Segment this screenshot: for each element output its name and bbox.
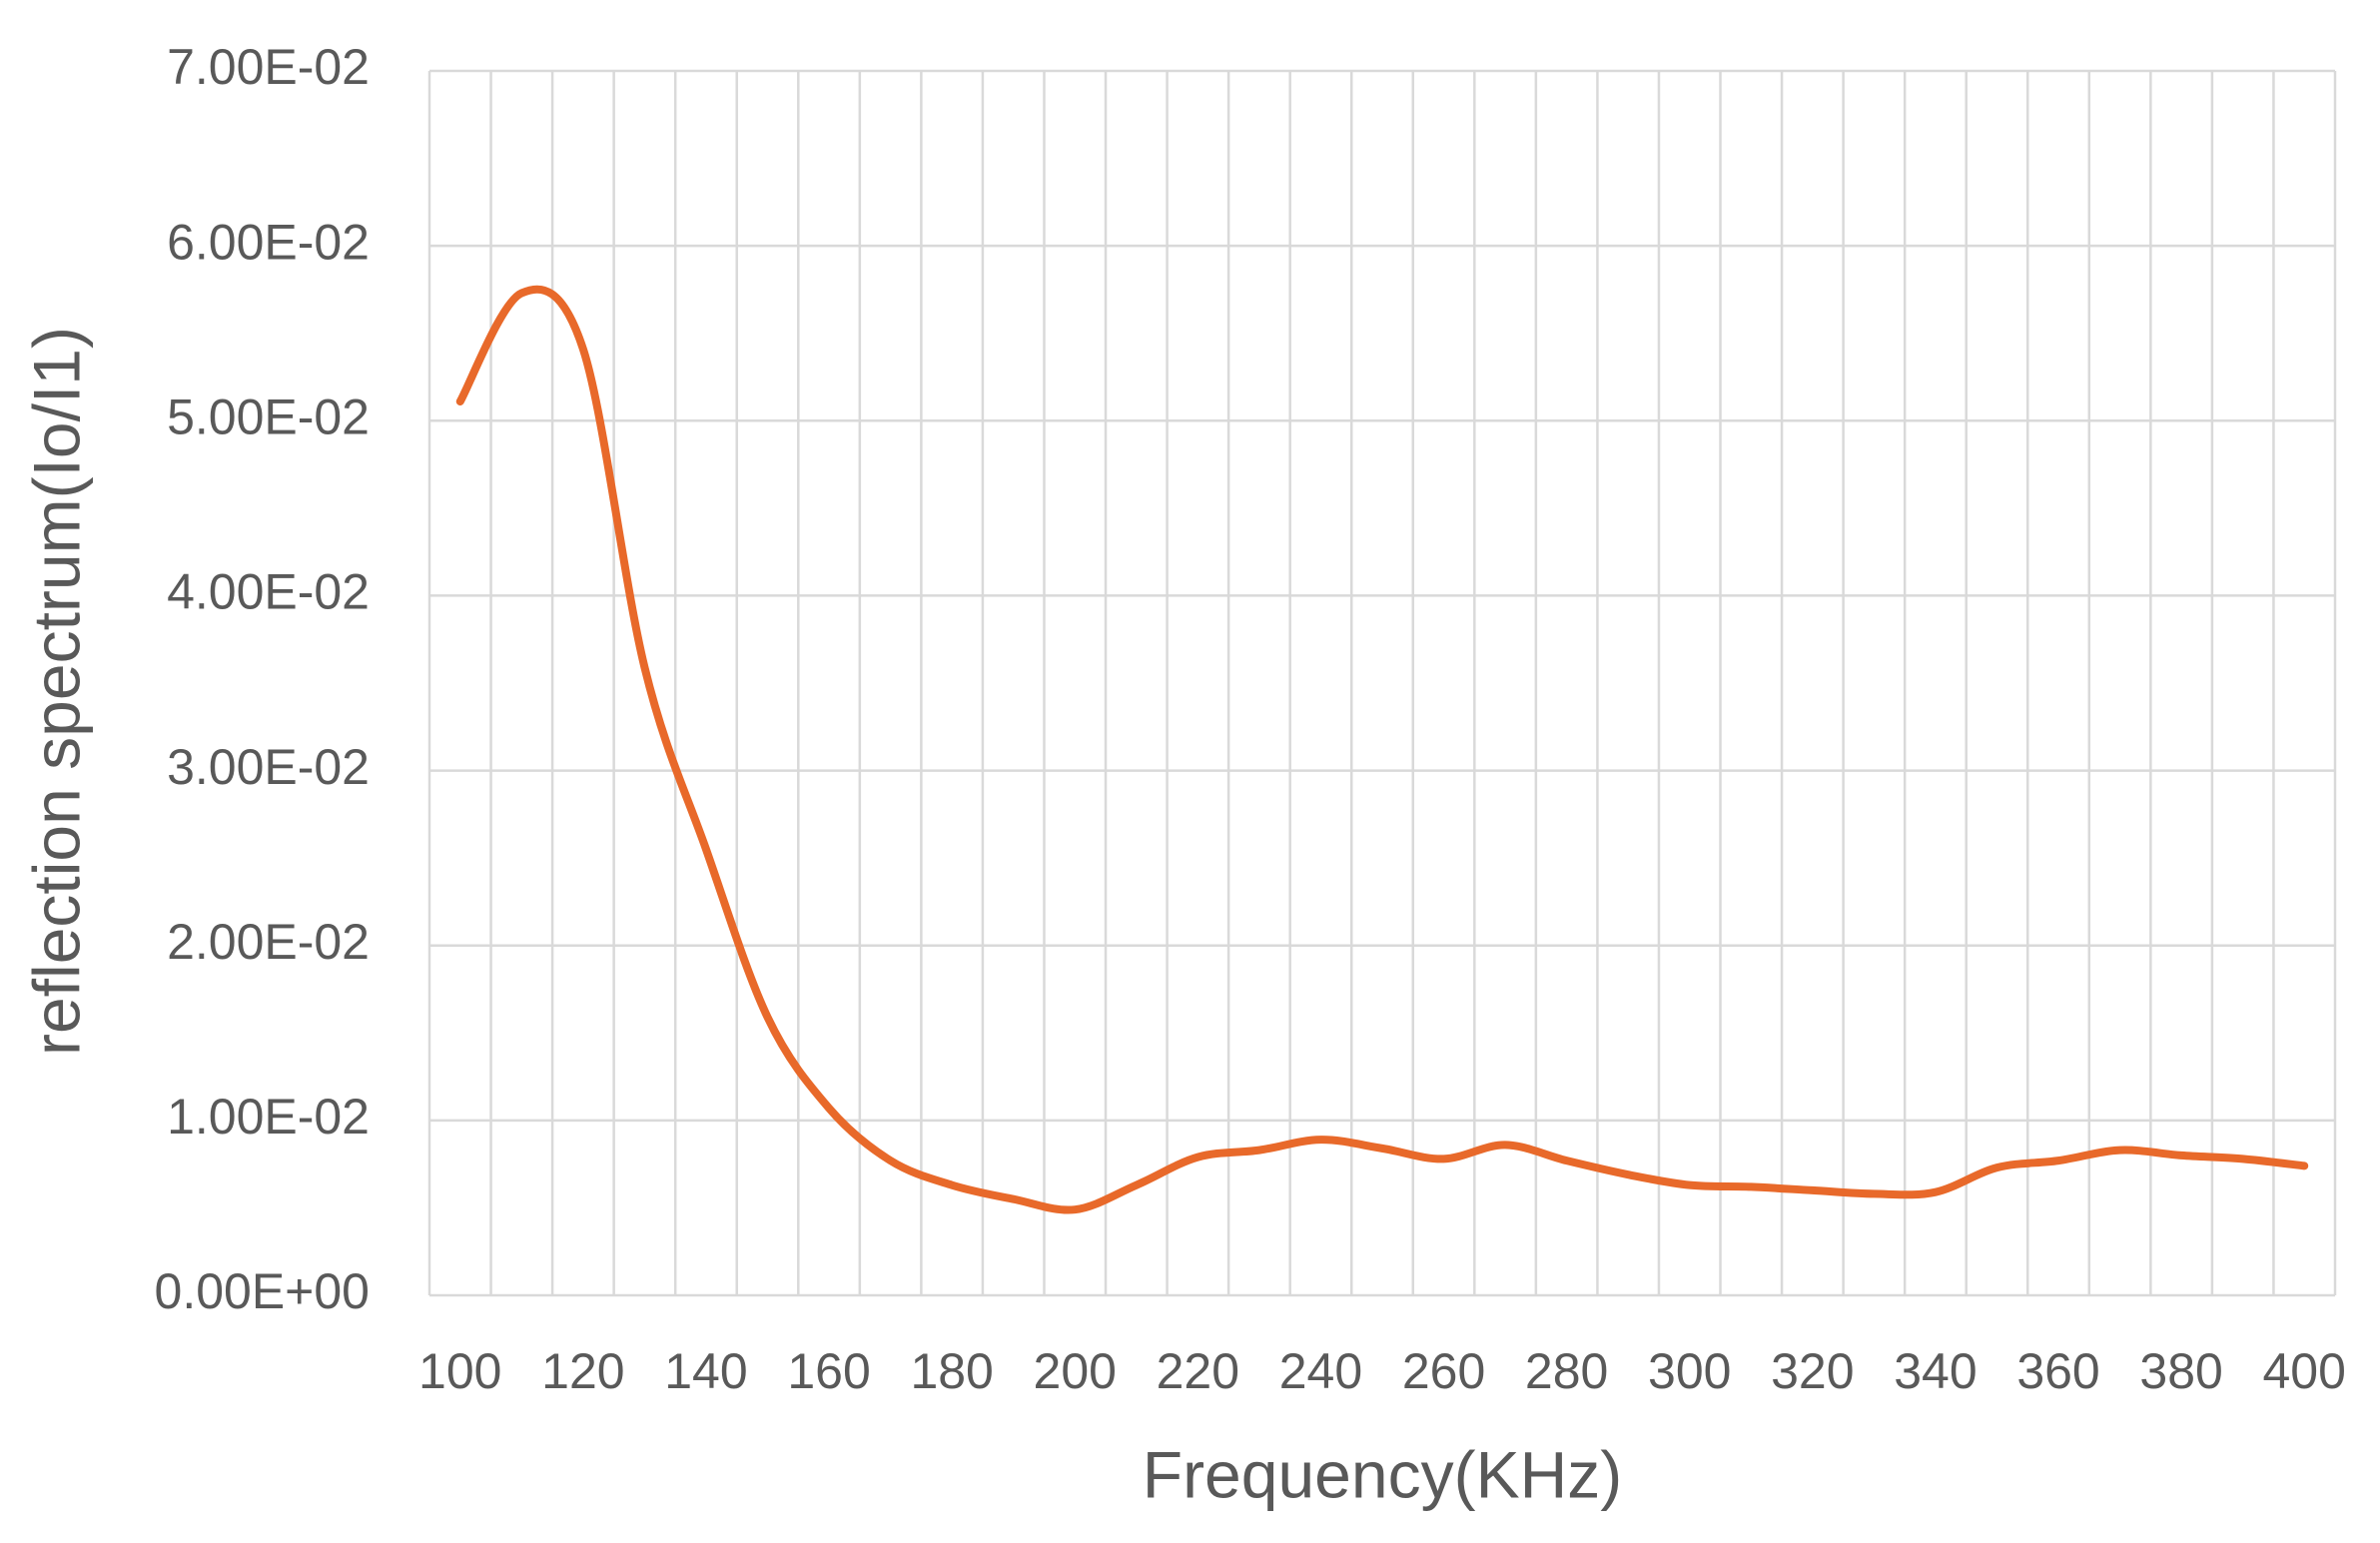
- x-axis-title: Frequency(KHz): [1143, 1437, 1622, 1511]
- y-tick-label: 4.00E-02: [167, 564, 370, 620]
- x-tick-label: 120: [541, 1343, 624, 1399]
- y-tick-label: 0.00E+00: [155, 1263, 370, 1319]
- y-axis-title: reflection spectrum(Io/I1): [19, 327, 93, 1056]
- data-line: [455, 285, 2309, 1214]
- x-tick-label: 260: [1402, 1343, 1485, 1399]
- x-tick-label: 400: [2263, 1343, 2346, 1399]
- x-tick-label: 100: [418, 1343, 501, 1399]
- y-tick-label: 3.00E-02: [167, 739, 370, 795]
- x-tick-label: 360: [2016, 1343, 2099, 1399]
- y-tick-label: 2.00E-02: [167, 914, 370, 970]
- x-tick-label: 280: [1525, 1343, 1608, 1399]
- x-tick-label: 180: [910, 1343, 993, 1399]
- x-tick-label: 320: [1771, 1343, 1854, 1399]
- x-tick-label: 340: [1894, 1343, 1977, 1399]
- y-tick-label: 1.00E-02: [167, 1089, 370, 1145]
- x-tick-label: 300: [1648, 1343, 1731, 1399]
- x-tick-label: 140: [664, 1343, 747, 1399]
- x-tick-label: 220: [1157, 1343, 1239, 1399]
- x-tick-label: 380: [2139, 1343, 2222, 1399]
- y-tick-label: 5.00E-02: [167, 388, 370, 444]
- x-tick-label: 160: [787, 1343, 870, 1399]
- y-tick-label: 7.00E-02: [167, 39, 370, 95]
- y-tick-label: 6.00E-02: [167, 214, 370, 270]
- x-tick-label: 240: [1279, 1343, 1362, 1399]
- x-tick-label: 200: [1034, 1343, 1117, 1399]
